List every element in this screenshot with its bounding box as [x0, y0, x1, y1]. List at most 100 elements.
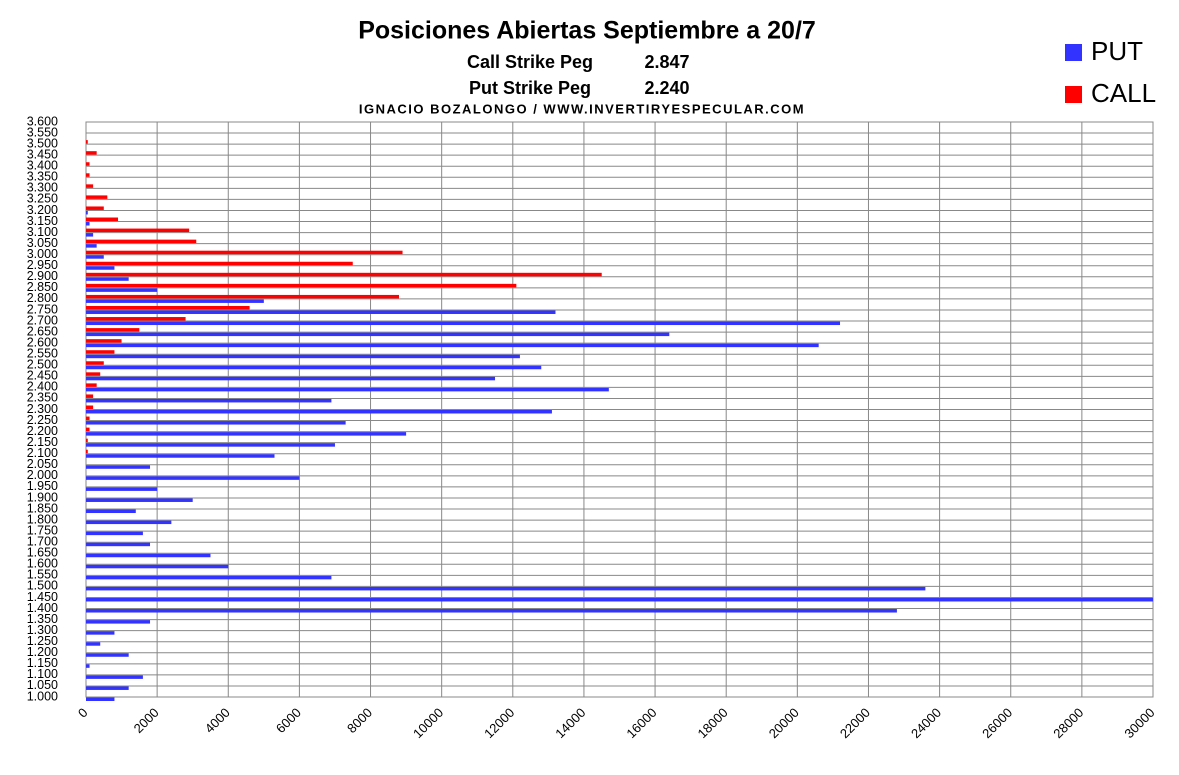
- bar: [86, 305, 250, 310]
- y-tick-label: 1.950: [27, 479, 58, 493]
- bar: [86, 686, 129, 690]
- y-tick-label: 2.550: [27, 347, 58, 361]
- bar: [86, 631, 115, 635]
- x-tick-label: 12000: [481, 705, 517, 741]
- bar: [86, 354, 520, 359]
- legend-swatch: [1065, 86, 1082, 103]
- bar: [86, 438, 88, 443]
- bar: [86, 151, 97, 155]
- bar: [86, 184, 94, 188]
- bar: [86, 162, 90, 166]
- bar: [86, 487, 158, 491]
- y-tick-label: 3.150: [27, 214, 58, 228]
- x-tick-label: 8000: [344, 705, 375, 736]
- bar: [86, 365, 542, 370]
- bar: [86, 210, 88, 215]
- bar: [86, 454, 275, 458]
- x-tick-label: 0: [75, 705, 91, 721]
- y-tick-label: 1.650: [27, 546, 58, 560]
- bar: [86, 383, 97, 387]
- bar: [86, 416, 90, 421]
- bar: [86, 206, 104, 210]
- bar: [86, 310, 556, 314]
- y-tick-label: 2.450: [27, 369, 58, 383]
- x-tick-label: 30000: [1121, 705, 1157, 741]
- bar: [86, 372, 101, 376]
- y-tick-label: 2.700: [27, 313, 58, 327]
- y-tick-label: 2.200: [27, 424, 58, 438]
- y-tick-label: 1.450: [27, 590, 58, 604]
- bar: [86, 542, 151, 547]
- bar: [86, 509, 136, 514]
- y-tick-label: 1.200: [27, 645, 58, 659]
- x-tick-label: 4000: [202, 705, 233, 736]
- bar: [86, 332, 670, 337]
- bar: [86, 427, 90, 432]
- bar: [86, 288, 158, 292]
- bar: [86, 217, 119, 222]
- bar: [86, 339, 122, 343]
- bar: [86, 283, 517, 288]
- bar: [86, 443, 335, 447]
- bar: [86, 228, 190, 233]
- bar: [86, 195, 108, 199]
- bar: [86, 376, 496, 381]
- y-tick-label: 1.100: [27, 667, 58, 681]
- call-peg-label: Call Strike Peg: [467, 52, 593, 72]
- y-tick-label: 3.000: [27, 247, 58, 261]
- bar: [86, 609, 897, 613]
- bar: [86, 597, 1153, 602]
- y-tick-label: 2.850: [27, 280, 58, 294]
- y-tick-label: 2.000: [27, 468, 58, 482]
- call-peg-value: 2.847: [644, 52, 689, 72]
- chart-title: Posiciones Abiertas Septiembre a 20/7: [358, 17, 816, 45]
- x-tick-label: 2000: [131, 705, 162, 736]
- bar: [86, 343, 819, 348]
- legend-label: PUT: [1091, 36, 1143, 66]
- y-tick-label: 3.200: [27, 203, 58, 217]
- y-tick-label: 3.100: [27, 225, 58, 239]
- bar: [86, 299, 264, 303]
- x-tick-label: 28000: [1050, 705, 1086, 741]
- y-tick-label: 2.300: [27, 402, 58, 416]
- y-tick-label: 1.300: [27, 623, 58, 637]
- bar: [86, 328, 140, 332]
- y-tick-label: 2.150: [27, 435, 58, 449]
- y-tick-label: 1.600: [27, 557, 58, 571]
- y-tick-label: 2.350: [27, 391, 58, 405]
- bar: [86, 553, 211, 558]
- x-tick-label: 24000: [908, 705, 944, 741]
- y-tick-label: 2.800: [27, 291, 58, 305]
- y-tick-label: 3.550: [27, 125, 58, 139]
- y-tick-label: 1.150: [27, 656, 58, 670]
- y-tick-label: 3.600: [27, 114, 58, 128]
- y-tick-label: 3.400: [27, 159, 58, 173]
- y-tick-label: 1.850: [27, 501, 58, 515]
- y-tick-label: 1.900: [27, 490, 58, 504]
- bar: [86, 361, 104, 365]
- bar: [86, 250, 403, 255]
- y-tick-label: 2.100: [27, 446, 58, 460]
- y-tick-label: 1.550: [27, 568, 58, 582]
- bar: [86, 520, 172, 525]
- bar: [86, 675, 143, 679]
- bar: [86, 449, 88, 454]
- y-tick-label: 1.400: [27, 601, 58, 615]
- bar: [86, 244, 97, 248]
- bar: [86, 398, 332, 403]
- y-tick-label: 2.050: [27, 457, 58, 471]
- bar: [86, 531, 143, 536]
- y-tick-label: 3.450: [27, 147, 58, 161]
- bar: [86, 620, 151, 624]
- x-tick-label: 18000: [695, 705, 731, 741]
- x-tick-label: 14000: [552, 705, 588, 741]
- y-tick-label: 1.250: [27, 634, 58, 648]
- bar: [86, 405, 94, 409]
- put-peg-label: Put Strike Peg: [469, 78, 591, 98]
- y-tick-label: 1.700: [27, 534, 58, 548]
- y-tick-label: 1.050: [27, 678, 58, 692]
- y-tick-label: 2.900: [27, 269, 58, 283]
- bar: [86, 697, 115, 701]
- x-tick-label: 26000: [979, 705, 1015, 741]
- bar: [86, 586, 926, 591]
